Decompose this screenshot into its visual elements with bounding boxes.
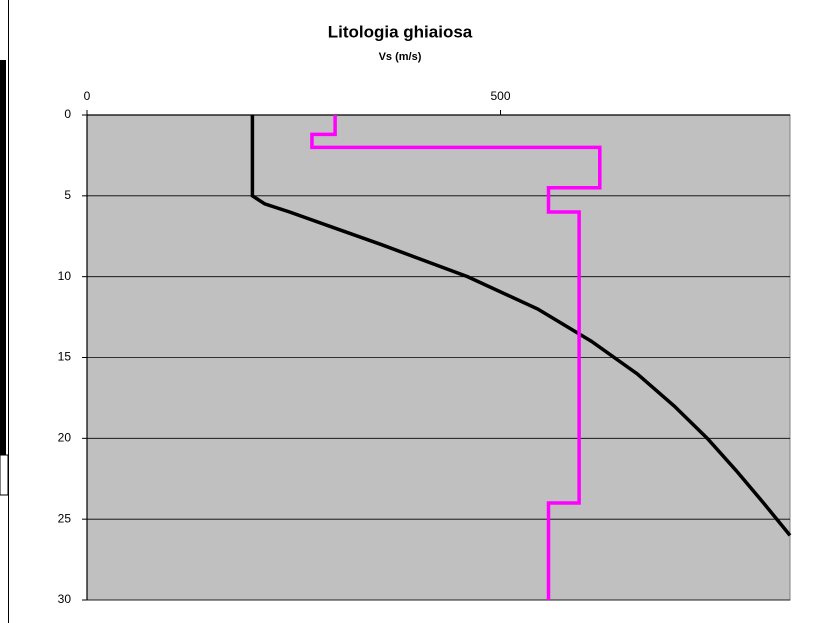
y-tick-label: 25 [58, 511, 72, 525]
series-line [310, 115, 602, 600]
y-tick-label: 20 [58, 431, 72, 445]
side-bar [0, 60, 6, 455]
y-tick-label: 5 [64, 188, 71, 202]
side-frame [0, 454, 9, 496]
y-tick-label: 0 [64, 107, 71, 121]
series-line [250, 115, 792, 537]
y-tick-label: 15 [58, 350, 72, 364]
x-axis-label: Vs (m/s) [379, 51, 422, 63]
x-tick-label: 0 [84, 89, 91, 103]
y-tick-label: 10 [58, 269, 72, 283]
chart-title: Litologia ghiaiosa [328, 22, 473, 41]
x-tick-label: 500 [491, 89, 511, 103]
y-tick-label: 30 [58, 592, 72, 606]
